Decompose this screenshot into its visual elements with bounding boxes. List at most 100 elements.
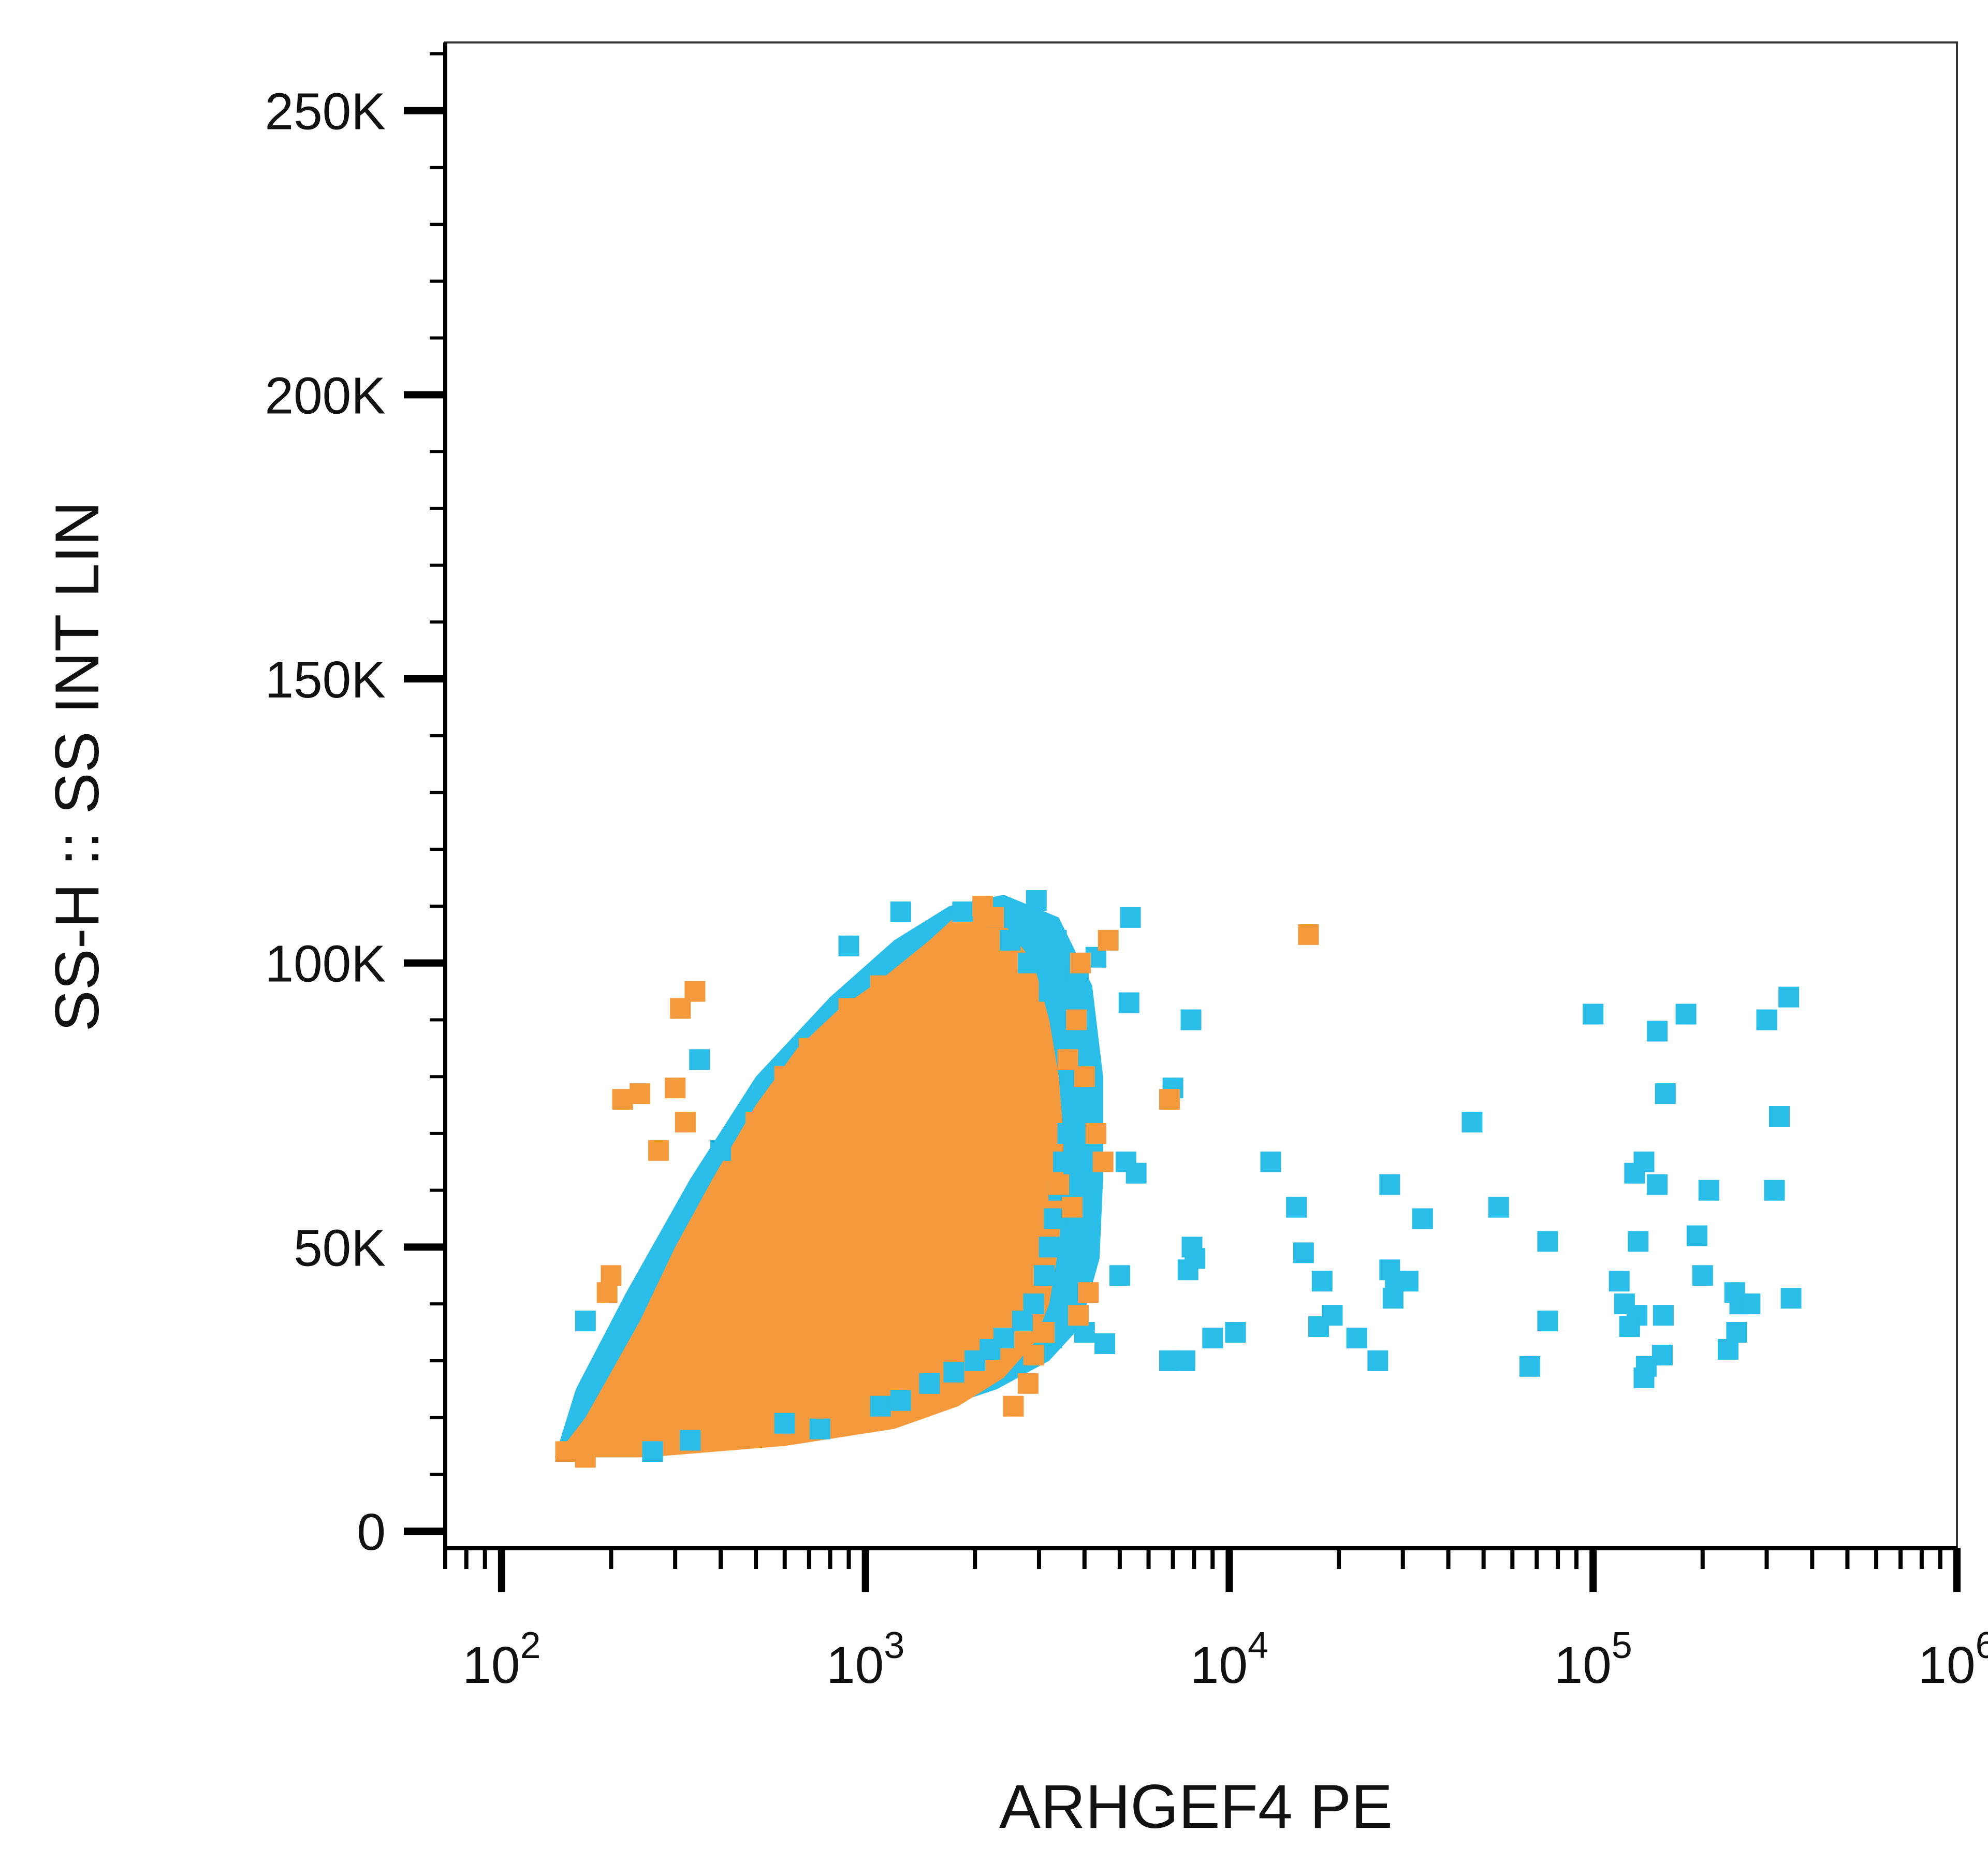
control-event-point xyxy=(1653,1305,1674,1326)
stained-event-point xyxy=(675,1112,696,1132)
control-event-point xyxy=(1260,1151,1281,1172)
control-event-point xyxy=(952,902,973,922)
control-event-point xyxy=(1346,1328,1367,1348)
stained-event-point xyxy=(746,1112,767,1132)
x-tick-label: 104 xyxy=(1190,1625,1268,1694)
control-event-point xyxy=(1322,1305,1343,1326)
control-event-point xyxy=(1046,929,1067,951)
stained-event-point xyxy=(1048,1174,1070,1195)
control-event-point xyxy=(1118,992,1139,1013)
control-event-point xyxy=(1655,1083,1676,1104)
control-event-point xyxy=(689,1049,710,1070)
control-event-point xyxy=(1039,981,1060,1002)
control-event-point xyxy=(1780,1288,1802,1309)
control-event-point xyxy=(890,902,911,922)
y-tick-label: 250K xyxy=(265,83,386,141)
stained-event-point xyxy=(684,981,706,1002)
stained-event-point xyxy=(983,907,1004,928)
x-tick-label: 106 xyxy=(1918,1625,1988,1694)
control-event-point xyxy=(680,1430,701,1451)
stained-event-point xyxy=(575,1447,596,1468)
y-tick-label: 50K xyxy=(294,1219,386,1277)
stained-event-point xyxy=(555,1441,576,1462)
control-event-point xyxy=(1125,1162,1147,1184)
control-event-point xyxy=(1057,1123,1078,1144)
control-event-point xyxy=(1034,1265,1055,1286)
control-event-point xyxy=(838,935,859,956)
control-event-point xyxy=(1311,1271,1333,1292)
control-event-point xyxy=(1180,1009,1202,1030)
y-tick-label: 0 xyxy=(357,1503,386,1561)
stained-event-point xyxy=(1062,1197,1083,1218)
control-event-point xyxy=(1379,1259,1400,1281)
stained-event-point xyxy=(1066,1009,1087,1030)
control-event-point xyxy=(1619,1316,1640,1337)
control-event-point xyxy=(1202,1328,1223,1348)
control-event-point xyxy=(1062,1095,1083,1116)
stained-event-point xyxy=(648,1140,669,1161)
control-event-point xyxy=(1675,1004,1697,1025)
control-event-point xyxy=(1044,1208,1065,1229)
control-event-point xyxy=(1379,1174,1400,1195)
y-axis-title: SS-H :: SS INT LIN xyxy=(42,501,112,1032)
control-event-point xyxy=(1120,907,1141,928)
control-event-point xyxy=(1583,1004,1604,1025)
control-event-point xyxy=(1537,1311,1558,1332)
control-event-point xyxy=(1756,1009,1777,1030)
control-event-point xyxy=(1740,1293,1761,1315)
control-event-point xyxy=(1726,1322,1747,1343)
control-event-point xyxy=(1764,1180,1785,1201)
control-event-point xyxy=(1461,1112,1483,1132)
stained-event-point xyxy=(1023,1344,1044,1365)
tick-labels: 0 50K 100K 150K 200K 250K 102 103 104 105 106 xyxy=(265,83,1988,1694)
stained-event-point xyxy=(1070,952,1091,973)
control-event-point xyxy=(1109,1265,1130,1286)
x-tick-label: 103 xyxy=(826,1625,904,1694)
control-event-point xyxy=(710,1140,731,1161)
stained-event-point xyxy=(1085,1123,1106,1144)
control-event-point xyxy=(642,1441,663,1462)
stained-event-point xyxy=(665,1078,686,1099)
control-event-point xyxy=(1698,1180,1719,1201)
stained-event-point xyxy=(1006,981,1027,1002)
control-event-point xyxy=(1286,1197,1307,1218)
control-event-point xyxy=(1412,1208,1433,1229)
stained-population-cloud xyxy=(554,895,1103,1458)
control-event-point xyxy=(1177,1259,1198,1281)
stained-event-point xyxy=(1078,1282,1099,1303)
control-event-point xyxy=(993,1328,1014,1348)
control-event-point xyxy=(774,1413,795,1434)
control-event-point xyxy=(1537,1231,1558,1252)
y-tick-label: 100K xyxy=(265,935,386,993)
control-event-point xyxy=(870,1395,891,1417)
control-event-point xyxy=(1609,1271,1630,1292)
control-event-point xyxy=(1094,1333,1116,1354)
stained-event-point xyxy=(798,1038,820,1059)
stained-event-point xyxy=(774,1066,795,1087)
stained-event-point xyxy=(1098,929,1119,951)
stained-population-cloud-core xyxy=(554,906,1064,1458)
x-tick-label: 105 xyxy=(1554,1625,1632,1694)
control-event-point xyxy=(1053,1151,1074,1172)
stained-event-point xyxy=(1034,1322,1055,1343)
control-event-point xyxy=(1488,1197,1509,1218)
stained-event-point xyxy=(1003,1395,1024,1417)
control-event-point xyxy=(1023,1293,1044,1315)
control-event-point xyxy=(1159,1350,1180,1371)
stained-event-point xyxy=(1298,924,1319,945)
control-event-point xyxy=(1635,1356,1657,1377)
x-tick-label: 102 xyxy=(462,1625,540,1694)
control-event-point xyxy=(575,1311,596,1332)
x-axis-title: ARHGEF4 PE xyxy=(999,1772,1393,1841)
control-event-point xyxy=(890,1390,911,1411)
control-event-point xyxy=(1397,1271,1419,1292)
stained-event-point xyxy=(592,1435,613,1457)
stained-event-point xyxy=(1092,1151,1114,1172)
stained-event-point xyxy=(1068,1305,1089,1326)
control-event-point xyxy=(1769,1106,1790,1127)
control-event-point xyxy=(1000,929,1021,951)
stained-event-point xyxy=(612,1089,633,1110)
control-event-point xyxy=(1686,1225,1707,1246)
control-event-point xyxy=(809,1418,830,1440)
control-event-point xyxy=(1039,1237,1060,1258)
